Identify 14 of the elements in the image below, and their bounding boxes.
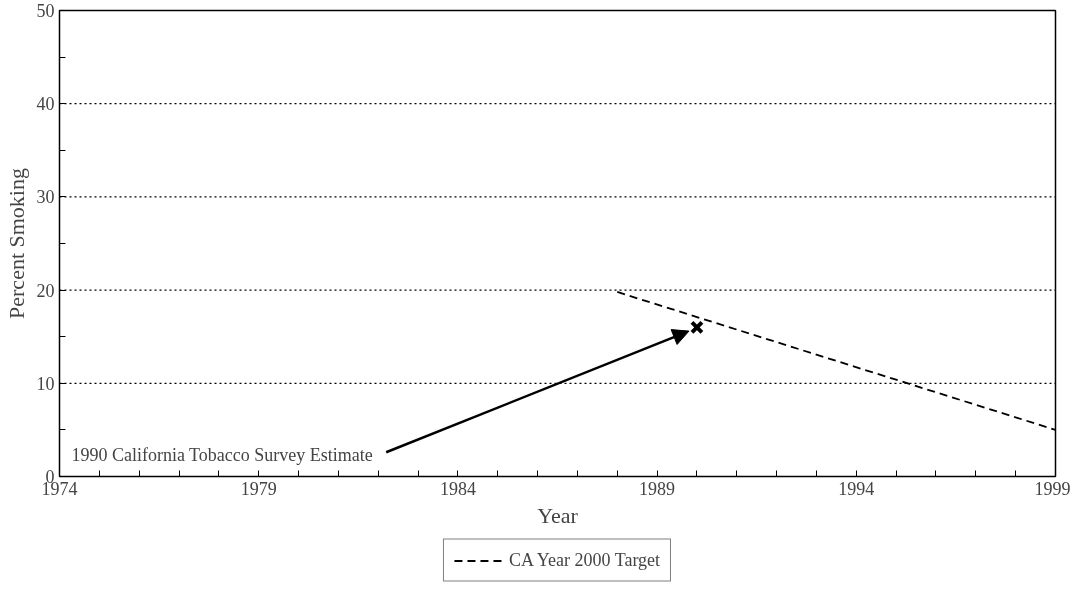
y-tick-label: 30 [36,187,55,208]
y-tick-label: 40 [36,94,55,115]
y-axis-title: Percent Smoking [3,168,29,319]
x-tick-label: 1984 [439,478,476,499]
y-tick-label: 10 [36,373,55,394]
x-tick-label: 1989 [639,478,676,499]
x-tick-label: 1979 [240,478,277,499]
x-axis-title: Year [537,502,579,528]
y-tick-label: 20 [36,280,55,301]
x-tick-label: 1999 [1034,478,1071,499]
y-tick-label: 50 [36,1,55,21]
annotation: 1990 California Tobacco Survey Estimate [71,445,373,466]
x-tick-label: 1994 [838,478,875,499]
legend-label: CA Year 2000 Target [508,549,661,571]
